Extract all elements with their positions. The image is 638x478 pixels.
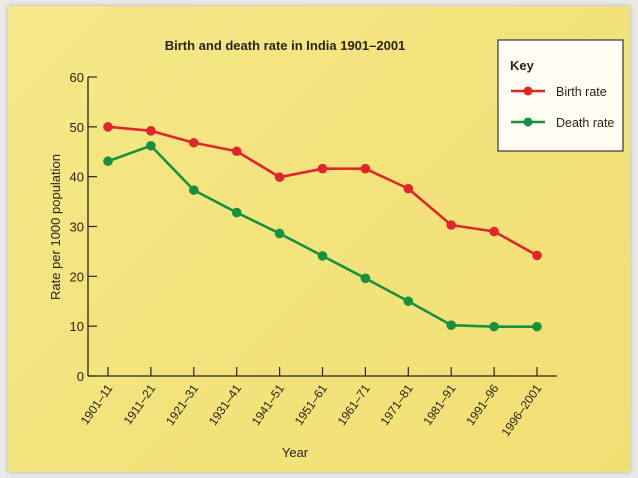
x-tick-label: 1901–11 bbox=[78, 381, 116, 427]
legend-marker-birth bbox=[523, 86, 533, 96]
y-tick-label: 50 bbox=[70, 120, 84, 135]
data-point-birth-rate bbox=[189, 137, 199, 148]
data-point-death-rate bbox=[360, 273, 371, 284]
legend-marker-death bbox=[523, 117, 533, 127]
y-tick-label: 20 bbox=[70, 269, 84, 284]
y-tick-label: 40 bbox=[70, 170, 84, 185]
y-tick-label: 0 bbox=[77, 369, 84, 384]
data-point-birth-rate bbox=[146, 126, 156, 136]
data-point-birth-rate bbox=[446, 220, 457, 230]
y-tick-label: 10 bbox=[70, 319, 84, 334]
legend-box bbox=[497, 39, 624, 152]
data-point-birth-rate bbox=[403, 183, 414, 194]
legend: Key Birth rate Death rate bbox=[497, 39, 624, 152]
x-tick-label: 1961–71 bbox=[335, 381, 373, 428]
x-tick-label: 1991–96 bbox=[463, 381, 501, 428]
x-tick-label: 1941–51 bbox=[249, 381, 287, 428]
y-axis-label: Rate per 1000 population bbox=[48, 154, 63, 300]
data-point-death-rate bbox=[231, 207, 242, 218]
data-point-birth-rate bbox=[317, 163, 328, 174]
x-tick-label: 1951–61 bbox=[292, 381, 330, 428]
x-tick-label: 1911–21 bbox=[121, 381, 159, 427]
data-point-death-rate bbox=[103, 156, 113, 167]
x-tick-label: 1996–2001 bbox=[499, 381, 545, 438]
data-point-death-rate bbox=[317, 251, 328, 261]
x-tick-label: 1921–31 bbox=[163, 381, 201, 428]
data-point-death-rate bbox=[489, 321, 499, 332]
y-tick-label: 60 bbox=[70, 70, 84, 85]
series-lines bbox=[103, 122, 542, 332]
legend-label-birth: Birth rate bbox=[556, 85, 607, 99]
data-point-death-rate bbox=[446, 320, 457, 330]
data-point-death-rate bbox=[403, 296, 414, 307]
series-line-birth-rate bbox=[107, 125, 538, 257]
x-axis-label: Year bbox=[282, 445, 309, 460]
x-tick-label: 1971–81 bbox=[377, 381, 415, 428]
data-point-death-rate bbox=[532, 321, 542, 332]
chart-title: Birth and death rate in India 1901–2001 bbox=[165, 38, 406, 53]
data-point-birth-rate bbox=[360, 163, 371, 174]
data-point-death-rate bbox=[189, 185, 199, 195]
data-point-death-rate bbox=[146, 140, 156, 151]
y-tick-label: 30 bbox=[70, 220, 84, 235]
axes: 0 10 20 30 40 50 60 1901–11 1911–21 1921–31 1931–4… bbox=[70, 70, 557, 439]
data-point-birth-rate bbox=[103, 122, 113, 132]
data-point-birth-rate bbox=[489, 226, 499, 237]
x-tick-label: 1931–41 bbox=[206, 381, 244, 428]
legend-title: Key bbox=[510, 58, 535, 73]
data-point-death-rate bbox=[274, 228, 285, 239]
data-point-birth-rate bbox=[231, 146, 242, 157]
legend-label-death: Death rate bbox=[556, 116, 614, 130]
data-point-birth-rate bbox=[532, 250, 542, 261]
x-tick-label: 1981–91 bbox=[420, 381, 458, 428]
data-point-birth-rate bbox=[274, 172, 285, 182]
